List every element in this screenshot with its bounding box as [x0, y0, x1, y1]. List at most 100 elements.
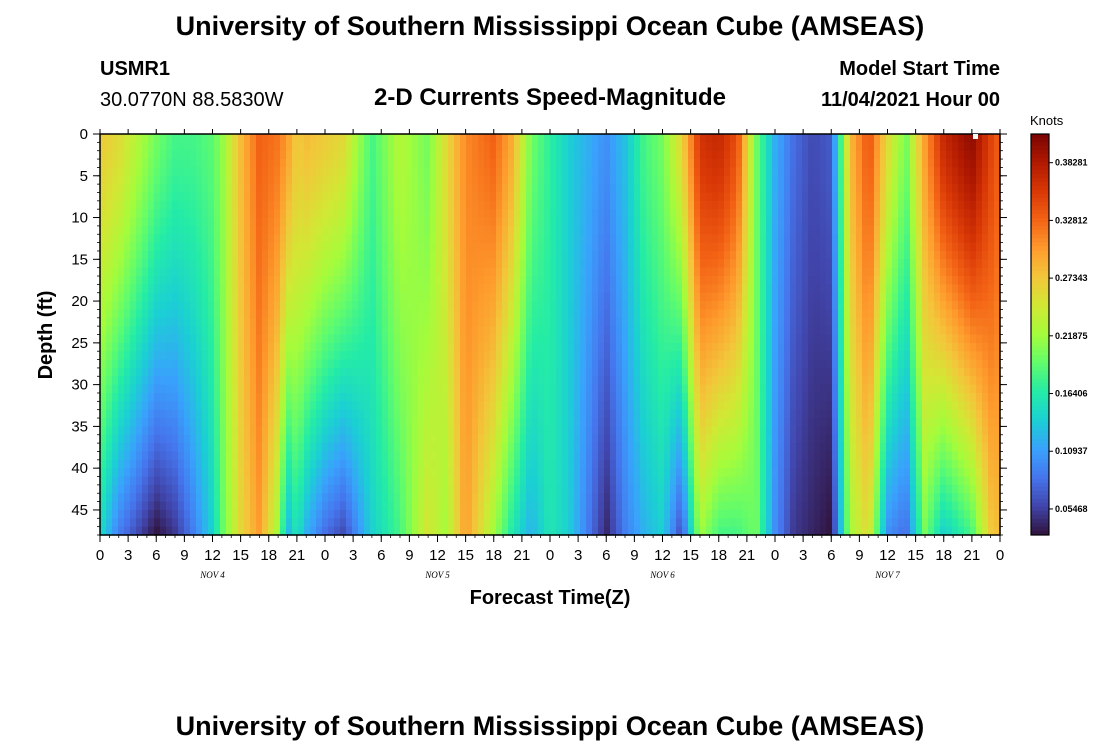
- heatmap-cell: [670, 443, 677, 453]
- heatmap-cell: [604, 159, 611, 169]
- heatmap-cell: [388, 192, 395, 202]
- heatmap-cell: [262, 334, 269, 344]
- heatmap-cell: [262, 276, 269, 285]
- heatmap-cell: [634, 434, 641, 444]
- heatmap-cell: [478, 434, 485, 444]
- heatmap-cell: [670, 167, 677, 177]
- heatmap-cell: [112, 376, 119, 386]
- heatmap-cell: [574, 351, 581, 361]
- heatmap-cell: [484, 200, 491, 210]
- heatmap-cell: [478, 234, 485, 244]
- heatmap-cell: [454, 459, 461, 469]
- heatmap-cell: [166, 259, 173, 269]
- heatmap-cell: [382, 518, 389, 528]
- heatmap-cell: [232, 459, 239, 469]
- heatmap-cell: [172, 184, 179, 194]
- heatmap-cell: [586, 309, 593, 319]
- heatmap-cell: [700, 509, 707, 519]
- heatmap-cell: [658, 175, 665, 185]
- heatmap-cell: [340, 242, 347, 252]
- heatmap-cell: [208, 459, 215, 469]
- heatmap-cell: [238, 401, 245, 411]
- heatmap-cell: [682, 384, 689, 394]
- heatmap-cell: [478, 292, 485, 302]
- heatmap-cell: [508, 159, 515, 169]
- heatmap-cell: [202, 476, 209, 486]
- heatmap-cell: [292, 401, 299, 411]
- heatmap-cell: [592, 209, 599, 219]
- heatmap-cell: [274, 134, 281, 143]
- heatmap-cell: [610, 326, 617, 336]
- heatmap-cell: [340, 443, 347, 453]
- heatmap-cell: [346, 367, 353, 377]
- heatmap-cell: [580, 292, 587, 302]
- heatmap-cell: [508, 476, 515, 486]
- heatmap-cell: [292, 134, 299, 143]
- heatmap-cell: [166, 518, 173, 528]
- heatmap-cell: [280, 451, 287, 461]
- heatmap-cell: [220, 501, 227, 511]
- heatmap-cell: [634, 526, 641, 536]
- heatmap-cell: [214, 259, 221, 269]
- heatmap-cell: [238, 192, 245, 202]
- heatmap-cell: [112, 142, 119, 152]
- heatmap-cell: [388, 509, 395, 519]
- heatmap-cell: [190, 509, 197, 519]
- heatmap-cell: [466, 259, 473, 269]
- heatmap-cell: [142, 468, 149, 478]
- heatmap-cell: [262, 159, 269, 169]
- heatmap-cell: [376, 276, 383, 285]
- heatmap-cell: [382, 359, 389, 369]
- heatmap-cell: [358, 184, 365, 194]
- heatmap-cell: [490, 451, 497, 461]
- heatmap-cell: [124, 501, 131, 511]
- heatmap-cell: [214, 200, 221, 210]
- heatmap-cell: [256, 276, 263, 285]
- heatmap-cell: [418, 518, 425, 528]
- heatmap-cell: [646, 434, 653, 444]
- heatmap-cell: [280, 259, 287, 269]
- heatmap-cell: [466, 134, 473, 143]
- heatmap-cell: [508, 167, 515, 177]
- heatmap-cell: [700, 326, 707, 336]
- heatmap-cell: [538, 501, 545, 511]
- heatmap-cell: [400, 468, 407, 478]
- heatmap-cell: [706, 384, 713, 394]
- heatmap-cell: [118, 484, 125, 494]
- heatmap-cell: [244, 342, 251, 352]
- heatmap-cell: [160, 409, 167, 419]
- heatmap-cell: [118, 468, 125, 478]
- heatmap-cell: [580, 509, 587, 519]
- heatmap-cell: [226, 242, 233, 252]
- heatmap-cell: [706, 267, 713, 277]
- heatmap-cell: [166, 359, 173, 369]
- heatmap-cell: [100, 192, 107, 202]
- heatmap-cell: [316, 509, 323, 519]
- heatmap-cell: [550, 234, 557, 244]
- heatmap-cell: [178, 468, 185, 478]
- heatmap-cell: [472, 443, 479, 453]
- heatmap-cell: [298, 351, 305, 361]
- heatmap-cell: [286, 267, 293, 277]
- heatmap-cell: [130, 234, 137, 244]
- heatmap-cell: [580, 376, 587, 386]
- heatmap-cell: [424, 175, 431, 185]
- heatmap-cell: [616, 209, 623, 219]
- heatmap-cell: [640, 259, 647, 269]
- heatmap-cell: [610, 451, 617, 461]
- heatmap-cell: [490, 434, 497, 444]
- heatmap-cell: [208, 418, 215, 427]
- heatmap-cell: [670, 326, 677, 336]
- heatmap-cell: [700, 292, 707, 302]
- heatmap-cell: [274, 276, 281, 285]
- heatmap-cell: [208, 342, 215, 352]
- heatmap-cell: [550, 167, 557, 177]
- heatmap-cell: [244, 367, 251, 377]
- heatmap-cell: [292, 351, 299, 361]
- heatmap-cell: [370, 301, 377, 311]
- heatmap-cell: [196, 309, 203, 319]
- heatmap-cell: [208, 175, 215, 185]
- heatmap-cell: [634, 175, 641, 185]
- heatmap-cell: [568, 259, 575, 269]
- heatmap-cell: [364, 484, 371, 494]
